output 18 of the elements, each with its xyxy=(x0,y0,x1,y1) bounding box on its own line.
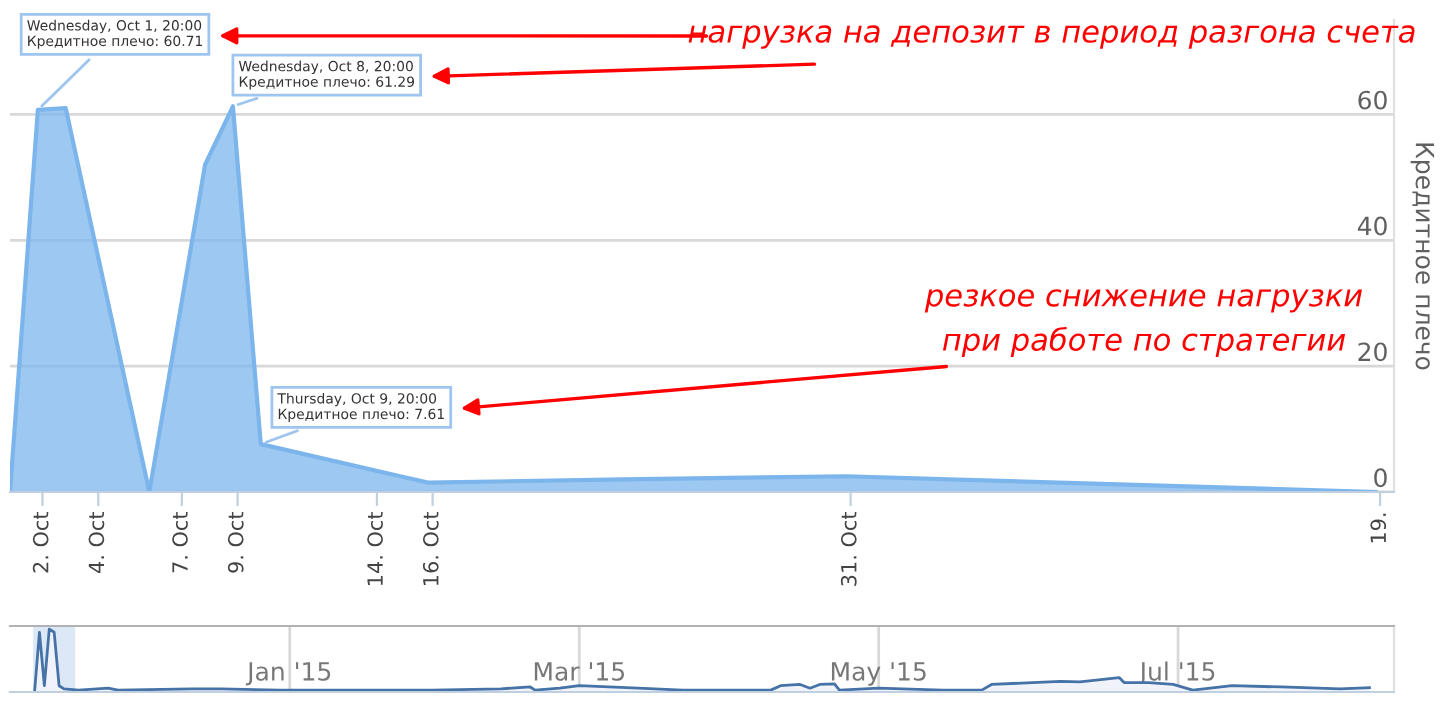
x-tick-label: 16. Oct xyxy=(422,511,439,585)
y-tick-label: 40 xyxy=(1357,216,1387,236)
x-tick-label: 31. Oct xyxy=(840,511,857,586)
x-tick-label: Mar '15 xyxy=(534,662,625,681)
x-tick-label: 7. Oct xyxy=(172,511,188,573)
y-tick-label: 60 xyxy=(1358,90,1387,110)
y-tick-label: 0 xyxy=(1374,468,1387,488)
x-tick-label: 4. Oct xyxy=(88,511,105,573)
y-axis-title: Кредитное плечо xyxy=(1410,143,1435,370)
x-tick-label: Jan '15 xyxy=(245,662,331,686)
annotation: нагрузка на депозит в период разгона счета xyxy=(688,25,1415,49)
x-tick-label: 14. Oct xyxy=(367,511,383,585)
x-tick-label: May '15 xyxy=(831,662,926,686)
y-tick-label: 20 xyxy=(1358,342,1387,362)
x-tick-label: 9. Oct xyxy=(227,511,244,573)
x-tick-label: 2. Oct xyxy=(32,511,49,573)
annotation: резкое снижение нагрузки при работе по стратегии xyxy=(924,289,1362,357)
x-tick-label: 19. xyxy=(1370,513,1387,543)
